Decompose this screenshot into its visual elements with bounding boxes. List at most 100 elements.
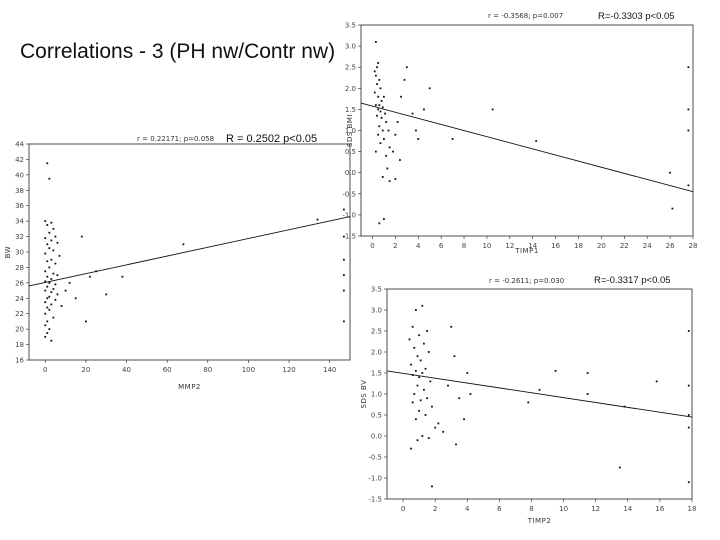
y-tick-label: -1.0 xyxy=(342,211,356,219)
data-point xyxy=(50,239,53,242)
data-point xyxy=(687,184,690,187)
data-point xyxy=(410,447,412,450)
data-point xyxy=(466,372,469,374)
data-point xyxy=(424,414,427,416)
data-point xyxy=(388,146,391,149)
data-point xyxy=(377,133,380,136)
data-point xyxy=(95,270,97,273)
y-tick-label: 16 xyxy=(15,357,24,365)
data-point xyxy=(44,335,47,338)
data-point xyxy=(50,339,53,342)
x-tick-label: 8 xyxy=(529,505,533,513)
y-tick-label: 3.0 xyxy=(371,307,382,315)
data-point xyxy=(437,422,440,425)
data-point xyxy=(46,275,49,278)
data-point xyxy=(447,384,449,387)
x-tick-label: 100 xyxy=(242,366,255,374)
data-point xyxy=(458,397,461,400)
data-point xyxy=(687,66,690,69)
y-tick-label: -0.5 xyxy=(342,190,356,198)
data-point xyxy=(379,87,382,90)
x-tick-label: 8 xyxy=(462,242,466,250)
data-point xyxy=(80,235,83,238)
regression-line xyxy=(360,102,694,193)
data-point xyxy=(376,114,378,117)
data-point xyxy=(48,247,51,250)
x-tick-label: 140 xyxy=(323,366,336,374)
x-tick-label: 20 xyxy=(597,242,606,250)
data-point xyxy=(427,437,430,439)
data-point xyxy=(44,270,47,273)
x-tick-label: 16 xyxy=(551,242,560,250)
y-tick-label: 42 xyxy=(15,156,24,164)
data-point xyxy=(60,305,63,307)
data-point xyxy=(46,320,49,323)
y-tick-label: 1.0 xyxy=(345,127,356,135)
data-point xyxy=(54,262,57,265)
data-point xyxy=(48,295,51,298)
data-point xyxy=(414,418,417,421)
data-point xyxy=(394,178,397,180)
data-point xyxy=(423,108,425,111)
data-point xyxy=(46,285,49,288)
data-point xyxy=(413,346,416,349)
data-point xyxy=(538,388,541,391)
x-tick-label: 120 xyxy=(282,366,295,374)
data-point xyxy=(377,95,380,98)
data-point xyxy=(687,414,690,416)
data-point xyxy=(421,304,424,307)
data-point xyxy=(399,159,401,161)
data-point xyxy=(431,405,433,408)
data-point xyxy=(46,306,49,309)
data-point xyxy=(434,426,437,429)
data-point xyxy=(384,112,386,115)
y-tick-label: 3.0 xyxy=(345,43,356,51)
y-axis-label: BW xyxy=(4,246,12,258)
data-point xyxy=(374,104,377,107)
r-annotation: R=-0.3303 p<0.05 xyxy=(598,11,675,22)
data-point xyxy=(414,309,417,311)
data-point xyxy=(392,150,394,153)
x-tick-label: 6 xyxy=(497,505,502,513)
data-point xyxy=(429,380,432,383)
data-point xyxy=(386,167,389,170)
y-tick-label: -1.0 xyxy=(368,475,382,483)
x-axis-label: MMP2 xyxy=(178,383,201,391)
data-point xyxy=(44,324,47,327)
x-tick-label: 20 xyxy=(81,366,90,374)
x-tick-label: 4 xyxy=(465,505,470,513)
x-tick-label: 18 xyxy=(574,242,583,250)
y-tick-label: 22 xyxy=(15,310,24,318)
data-point xyxy=(374,150,377,153)
data-point xyxy=(424,367,427,370)
y-tick-label: 1.5 xyxy=(371,370,382,378)
x-tick-label: 16 xyxy=(655,505,664,513)
data-point xyxy=(426,330,429,332)
x-tick-label: 0 xyxy=(370,242,374,250)
scatter-chart-1: -1.5-1.0-0.50.00.51.01.52.02.53.03.50 2 4 6… xyxy=(342,11,697,255)
y-tick-label: 40 xyxy=(15,171,24,179)
data-point xyxy=(89,275,91,278)
data-point xyxy=(415,129,417,132)
y-tick-label: 26 xyxy=(15,279,24,287)
data-point xyxy=(374,74,377,77)
data-point xyxy=(58,254,61,257)
data-point xyxy=(381,129,384,132)
data-point xyxy=(400,95,402,98)
data-point xyxy=(431,485,433,488)
data-point xyxy=(48,328,51,331)
y-tick-label: 24 xyxy=(15,295,24,303)
data-point xyxy=(418,376,421,379)
x-tick-label: 10 xyxy=(559,505,568,513)
data-point xyxy=(44,289,47,292)
data-point xyxy=(46,297,49,300)
x-tick-label: 24 xyxy=(643,242,652,250)
x-tick-label: 2 xyxy=(393,242,397,250)
data-point xyxy=(379,110,382,113)
x-tick-label: 80 xyxy=(203,366,212,374)
data-point xyxy=(418,334,421,337)
data-point xyxy=(373,91,376,94)
data-point xyxy=(343,235,345,238)
x-tick-label: 26 xyxy=(666,242,675,250)
data-point xyxy=(46,260,49,263)
